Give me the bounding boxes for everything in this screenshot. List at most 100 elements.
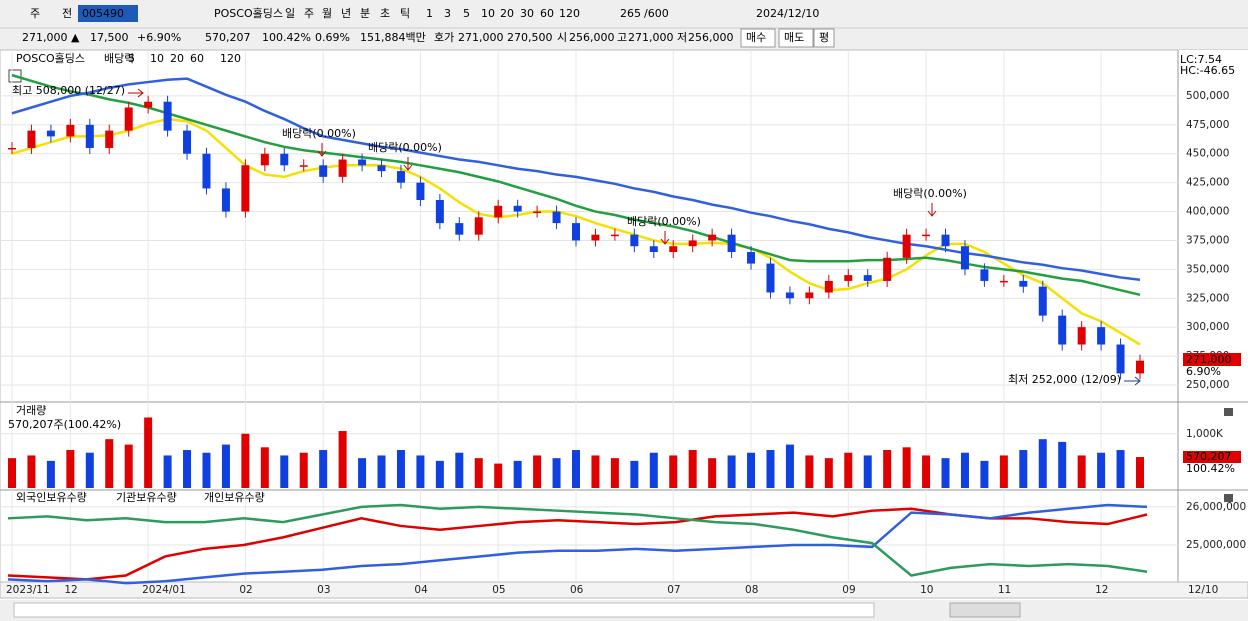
legend-item: 배당락 <box>104 52 134 65</box>
toolbar-item[interactable]: 10 <box>481 7 495 20</box>
order-button[interactable] <box>778 28 814 48</box>
toolbar-item[interactable]: 3 <box>444 7 451 20</box>
toolbar-item[interactable]: 월 <box>322 7 332 20</box>
candle <box>358 159 367 166</box>
y-tick-label: 450,000 <box>1186 148 1229 160</box>
volume-bar <box>844 452 853 488</box>
candle <box>241 165 250 212</box>
chart-title: POSCO홀딩스 <box>16 52 85 65</box>
toolbar-item[interactable]: 전 <box>62 7 72 20</box>
volume-bar <box>727 455 736 488</box>
volume-bar <box>338 431 347 488</box>
toolbar-item[interactable]: 5 <box>463 7 470 20</box>
quote-item: 151,884백만 <box>360 31 426 44</box>
candle <box>280 153 289 166</box>
toolbar-item[interactable]: 265 <box>620 7 641 20</box>
volume-bar <box>610 458 619 488</box>
toolbar-bg <box>0 0 1248 50</box>
toolbar-item[interactable]: 분 <box>360 7 370 20</box>
toolbar-item[interactable]: 20 <box>500 7 514 20</box>
candle <box>202 153 211 189</box>
volume-bar <box>202 452 211 488</box>
candle <box>708 234 717 241</box>
legend-item: 20 <box>170 52 184 65</box>
ma-line <box>11 73 1141 297</box>
quote-item: 시 <box>557 31 567 44</box>
panel-close[interactable] <box>1224 494 1233 502</box>
panel-subtitle: 570,207주(100.42%) <box>8 418 121 431</box>
quote-item: 매도 <box>784 31 804 44</box>
candle <box>785 292 794 299</box>
annotation: 최고 508,000 (12/27) <box>12 84 125 97</box>
candle <box>922 234 931 237</box>
toolbar-item[interactable]: 2024/12/10 <box>756 7 819 20</box>
toolbar-item[interactable]: 주 <box>30 7 40 20</box>
toolbar-item[interactable]: 60 <box>540 7 554 20</box>
toolbar-item[interactable]: 120 <box>559 7 580 20</box>
candle <box>591 234 600 241</box>
volume-bar <box>299 452 308 488</box>
dividend-marker <box>927 203 937 217</box>
legend-item: 60 <box>190 52 204 65</box>
candle <box>1077 327 1086 345</box>
candle <box>105 130 114 148</box>
x-tick-label: 12 <box>1095 584 1108 596</box>
toolbar-item[interactable]: 일 <box>285 6 295 20</box>
quote-item: 271,000 <box>458 31 504 44</box>
annotation: 배당락(0.00%) <box>368 141 442 154</box>
annotation: 최저 252,000 (12/09) <box>1008 373 1121 386</box>
toolbar-item[interactable]: 초 <box>380 7 390 20</box>
x-tick-label: 04 <box>414 584 428 596</box>
x-tick-label: 07 <box>667 584 680 596</box>
x-tick-label: 08 <box>745 584 758 596</box>
x-tick-label: 06 <box>570 584 584 596</box>
x-tick-label: 2023/11 <box>6 584 50 596</box>
volume-bar <box>85 452 94 488</box>
code-input <box>78 5 138 22</box>
candle <box>669 246 678 253</box>
quote-item: 271,000 <box>628 31 674 44</box>
volume-bar <box>241 433 250 488</box>
toolbar-item[interactable]: 틱 <box>400 7 410 20</box>
holdings-line <box>7 503 1148 577</box>
y-tick-label: 325,000 <box>1186 292 1229 304</box>
candle <box>416 182 425 200</box>
panel-close[interactable] <box>1224 408 1233 416</box>
x-tick-label: 2024/01 <box>142 584 186 596</box>
right-axis-bg <box>1178 50 1248 598</box>
legend-item: 5 <box>128 52 135 65</box>
order-button[interactable] <box>813 28 835 48</box>
quote-item: 0.69% <box>315 31 350 44</box>
volume-bar <box>805 455 814 488</box>
volume-bar <box>863 455 872 488</box>
volume-bar <box>999 455 1008 488</box>
toolbar-item[interactable]: 주 <box>304 7 314 20</box>
toolbar-item[interactable]: 30 <box>520 7 534 20</box>
candle <box>766 263 775 293</box>
legend-item: 기관보유수량 <box>116 491 177 504</box>
volume-bar <box>8 458 16 488</box>
volume-bar <box>669 455 678 488</box>
scroll-thumb[interactable] <box>949 602 1021 618</box>
order-button[interactable] <box>740 28 776 48</box>
toolbar-item[interactable]: 1 <box>426 7 433 20</box>
candle <box>805 292 814 299</box>
volume-bar <box>124 444 133 488</box>
y-tick-label: 375,000 <box>1186 234 1229 246</box>
x-tick-label: 11 <box>998 584 1011 596</box>
toolbar-item[interactable]: 005490 <box>82 7 124 20</box>
candle <box>902 234 911 258</box>
toolbar-item[interactable]: POSCO홀딩스 <box>214 7 283 20</box>
volume-bar <box>980 460 989 488</box>
y-tick-label: 475,000 <box>1186 119 1229 131</box>
toolbar-item[interactable]: 년 <box>341 7 351 20</box>
volume-bar <box>319 450 328 488</box>
volume-bar <box>221 444 230 488</box>
quote-item: +6.90% <box>137 31 181 44</box>
scroll-track[interactable] <box>13 602 875 618</box>
candle <box>572 223 580 241</box>
quote-item: 저 <box>677 31 687 44</box>
candle <box>260 153 269 166</box>
toolbar-item[interactable]: /600 <box>644 7 669 20</box>
holdings-line <box>7 503 1148 585</box>
